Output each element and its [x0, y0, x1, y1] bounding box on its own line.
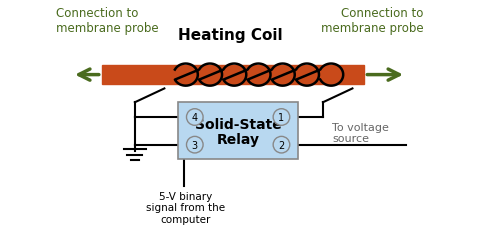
Text: 4: 4 [192, 113, 198, 123]
Text: Heating Coil: Heating Coil [179, 27, 283, 42]
Circle shape [273, 109, 290, 126]
Text: Connection to
membrane probe: Connection to membrane probe [321, 7, 423, 35]
Text: To voltage
source: To voltage source [332, 122, 389, 144]
Circle shape [273, 137, 290, 153]
Text: Solid-State: Solid-State [195, 118, 282, 132]
Text: Connection to
membrane probe: Connection to membrane probe [56, 7, 158, 35]
Text: 5-V binary
signal from the
computer: 5-V binary signal from the computer [146, 191, 225, 224]
Text: 2: 2 [278, 140, 285, 150]
Bar [102, 66, 365, 84]
Bar [178, 103, 298, 160]
Text: 3: 3 [192, 140, 198, 150]
Text: 1: 1 [278, 113, 285, 123]
Circle shape [186, 137, 203, 153]
Text: Relay: Relay [217, 133, 260, 146]
Circle shape [186, 109, 203, 126]
